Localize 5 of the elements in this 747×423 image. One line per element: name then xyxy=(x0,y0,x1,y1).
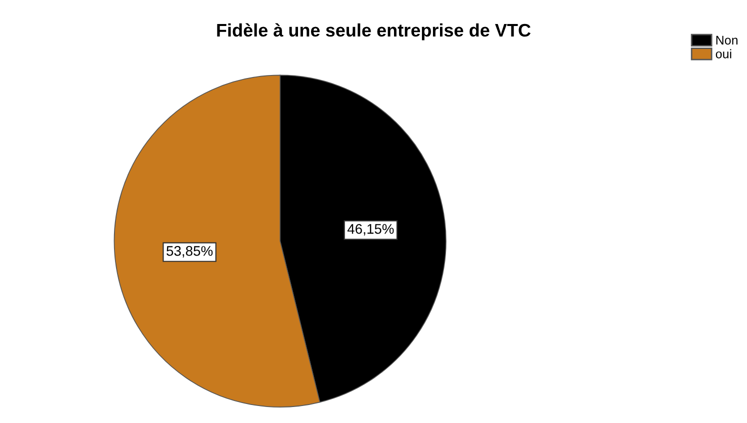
data-label: 46,15% xyxy=(347,224,394,236)
chart-title: Fidèle à une seule entreprise de VTC xyxy=(217,23,531,40)
data-label: 53,85% xyxy=(166,246,213,258)
legend-label: oui xyxy=(716,49,732,58)
legend-label: Non xyxy=(716,36,738,45)
